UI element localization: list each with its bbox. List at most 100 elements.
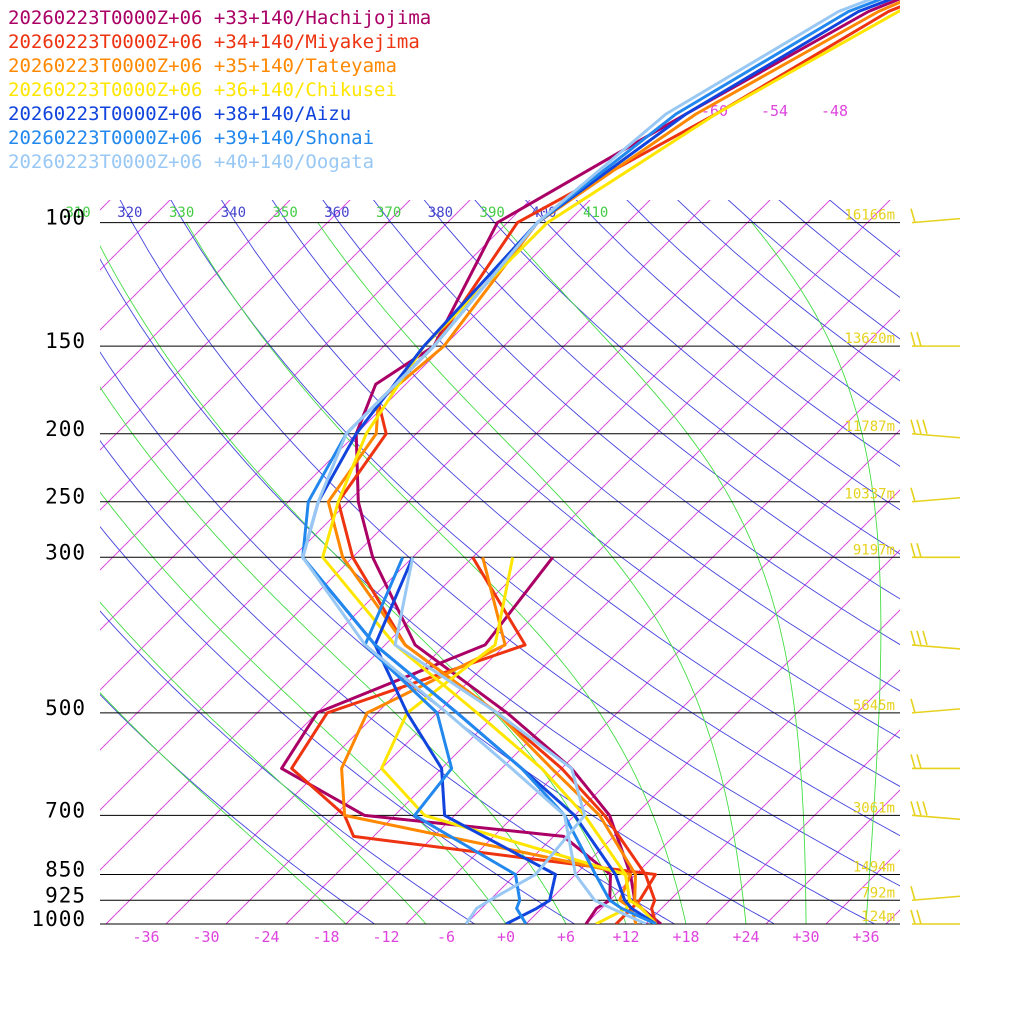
dry-adiabat-line: [221, 200, 900, 787]
theta-label: 340: [221, 205, 246, 221]
theta-label: 380: [428, 205, 453, 221]
height-label: 9197m: [853, 542, 895, 558]
wind-barb-shaft: [911, 496, 961, 503]
x-tick-labels: -36 -30 -24 -18 -12 -6 +0 +6 +12 +18 +24 +30 +36: [132, 928, 879, 946]
isotherm-label: -48: [821, 102, 848, 120]
isotherm-line: [165, 200, 891, 924]
sounding-profiles: [280, 0, 900, 924]
isotherm-line: [465, 489, 900, 924]
height-label: 124m: [861, 909, 895, 925]
dry-adiabat-line: [727, 200, 900, 340]
x-tick-label: -24: [252, 928, 279, 946]
wind-barb-flag: [910, 698, 916, 714]
wind-barb-shaft: [911, 644, 961, 650]
dry-adiabat-lines: [100, 200, 900, 924]
pressure-label: 700: [45, 798, 86, 822]
x-tick-label: +30: [792, 928, 819, 946]
wind-barb-flag: [910, 909, 916, 925]
dry-adiabat-line: [100, 610, 476, 924]
theta-label: 410: [583, 205, 608, 221]
x-tick-label: -6: [437, 928, 455, 946]
isotherm-line: [100, 200, 591, 691]
isotherm-line: [885, 909, 900, 924]
theta-label: 390: [480, 205, 505, 221]
theta-labels: 310 320 330 340 350 360 370 380 390 400 410: [65, 205, 608, 221]
wind-barb-flag: [910, 754, 916, 769]
isotherm-line: [100, 200, 231, 331]
theta-label: 350: [272, 205, 297, 221]
dry-adiabat-line: [373, 200, 900, 646]
wind-barb: [910, 909, 960, 925]
legend-entry: 20260223T0000Z+06 +36+140/Chikusei: [8, 79, 397, 101]
theta-label: 330: [169, 205, 194, 221]
height-label: 10337m: [844, 487, 895, 503]
pressure-label: 500: [45, 696, 86, 720]
theta-label: 320: [117, 205, 142, 221]
height-labels: 16166m 13620m 11787m 10337m 9197m 5645m 3061m 1…: [844, 208, 895, 925]
pressure-label: 300: [45, 540, 86, 564]
isobar-lines: [100, 222, 900, 925]
pressure-label: 250: [45, 485, 86, 509]
height-label: 16166m: [844, 208, 895, 224]
temperature-line: [326, 0, 900, 924]
dry-adiabat-line: [170, 200, 900, 837]
wind-barb-flag: [910, 886, 916, 901]
x-tick-label: -30: [192, 928, 219, 946]
theta-label: 360: [324, 205, 349, 221]
dry-adiabat-line: [100, 439, 676, 924]
wind-barb-flag: [916, 543, 922, 558]
legend-entry: 20260223T0000Z+06 +40+140/Oogata: [8, 151, 375, 173]
wind-barb: [910, 886, 961, 902]
wind-barb-flag: [910, 630, 916, 646]
theta-label: 400: [531, 205, 556, 221]
theta-label: 310: [65, 205, 90, 221]
wind-barb-flag: [916, 630, 922, 646]
pressure-label: 925: [45, 883, 86, 907]
dewpoint-line: [393, 557, 587, 924]
x-tick-label: -12: [372, 928, 399, 946]
moist-adiabat-line: [500, 222, 807, 924]
dewpoint-line: [373, 556, 557, 924]
height-label: 13620m: [844, 331, 895, 347]
pressure-label: 150: [45, 329, 86, 353]
wind-barb-shaft: [911, 708, 961, 714]
isotherm-line: [100, 200, 771, 871]
isotherm-line: [645, 669, 900, 924]
x-tick-label: -36: [132, 928, 159, 946]
x-tick-label: +24: [732, 928, 759, 946]
dewpoint-line: [363, 556, 528, 924]
wind-barb-flag: [916, 419, 922, 434]
wind-barb: [910, 487, 961, 503]
wind-barb: [910, 419, 961, 439]
isotherm-line: [100, 200, 291, 391]
legend-entry: 20260223T0000Z+06 +38+140/Aizu: [8, 103, 352, 125]
wind-barb: [910, 630, 961, 650]
wind-barb: [910, 754, 960, 770]
isotherm-line: [285, 309, 900, 924]
height-label: 5645m: [853, 698, 895, 714]
x-tick-label: -18: [312, 928, 339, 946]
wind-barb-flag: [922, 801, 928, 816]
isotherm-line: [405, 429, 900, 924]
height-label: 3061m: [853, 800, 895, 816]
isotherm-line: [345, 369, 900, 924]
wind-barb-flag: [910, 801, 916, 816]
x-tick-label: +0: [497, 928, 515, 946]
wind-barb-flag: [916, 754, 922, 769]
dry-adiabat-line: [677, 200, 900, 382]
dry-adiabat-line: [423, 200, 900, 600]
pressure-label: 850: [45, 857, 86, 881]
dry-adiabat-line: [271, 200, 900, 739]
wind-barb-shaft: [911, 432, 961, 439]
legend-entry: 20260223T0000Z+06 +33+140/Hachijojima: [8, 7, 432, 29]
wind-barb-shaft: [911, 895, 961, 902]
isotherm-line: [100, 200, 351, 451]
isotherm-line: [100, 200, 651, 751]
wind-barb-flag: [916, 801, 922, 816]
isotherm-line: [100, 200, 171, 271]
isotherm-line: [100, 200, 471, 571]
dry-adiabat-line: [119, 200, 900, 887]
wind-barb-shaft: [911, 217, 961, 224]
